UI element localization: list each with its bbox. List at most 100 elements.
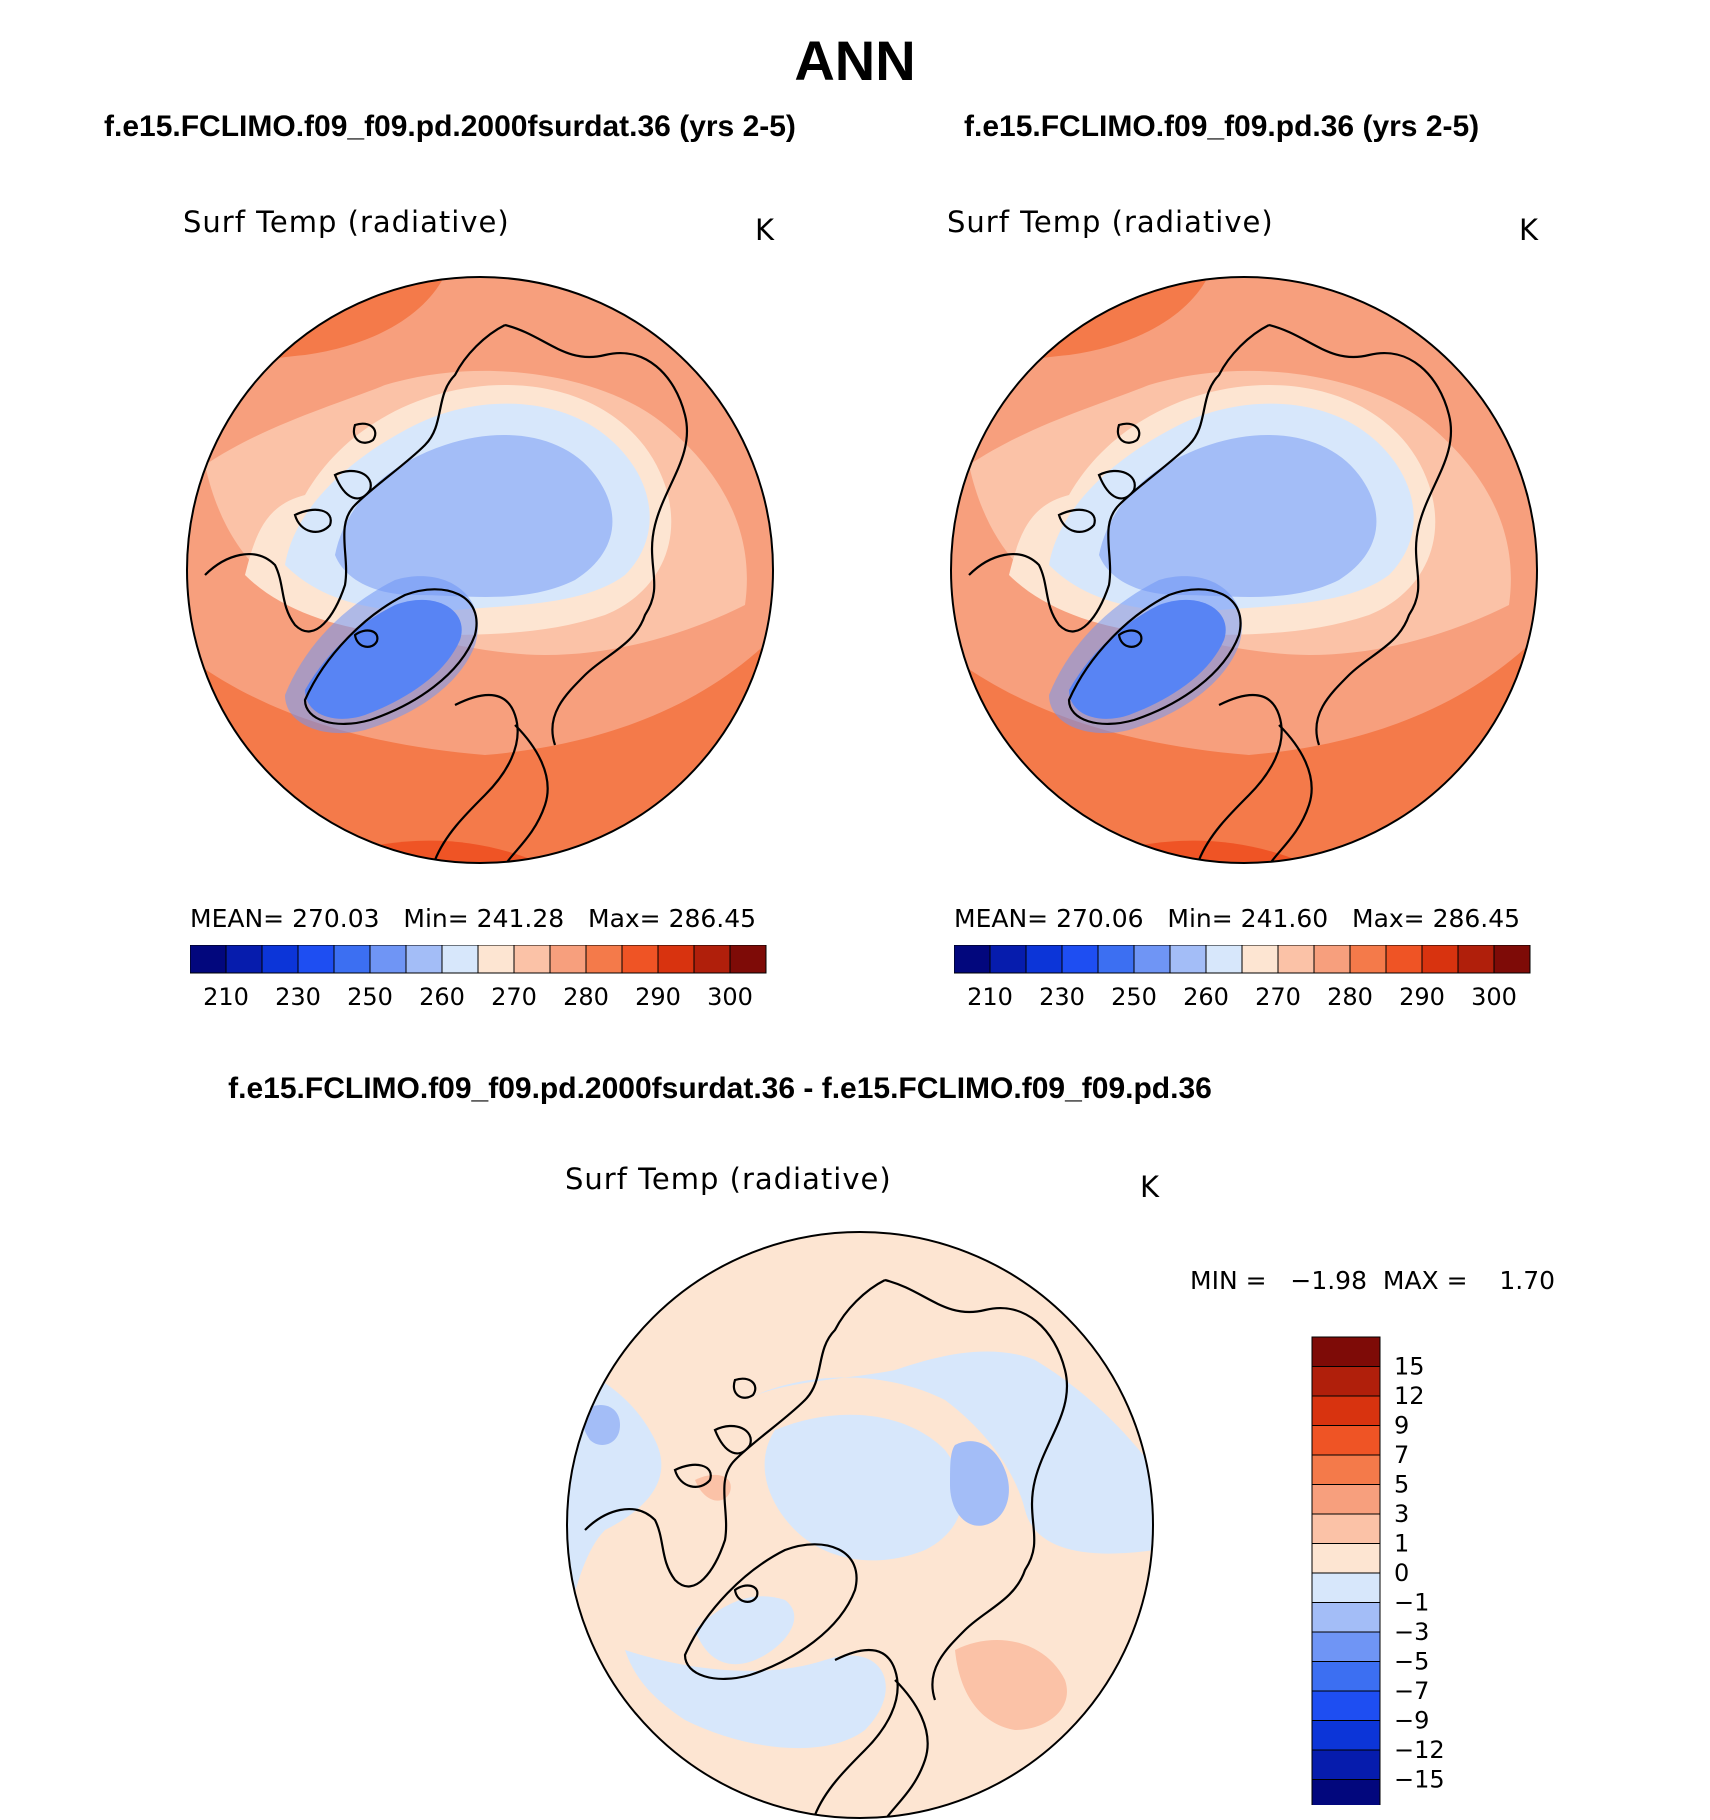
panel-1-colorbar-cell-5 xyxy=(369,945,407,974)
diff-colorbar-label: 9 xyxy=(1394,1412,1409,1440)
coastline-iceland xyxy=(1117,629,1143,648)
panel-2-colorbar-tick-label: 300 xyxy=(1471,983,1517,1011)
diff-colorbar-label: −1 xyxy=(1394,1589,1429,1617)
diff-colorbar-label: 1 xyxy=(1394,1530,1409,1558)
panel-1-min-label: Min= xyxy=(403,904,469,933)
panel-1-map xyxy=(186,276,774,864)
map-fill-arctic xyxy=(1099,435,1377,597)
panel-1-colorbar-cell-14 xyxy=(693,945,731,974)
panel-2-colorbar-cell-8 xyxy=(1241,945,1279,974)
diff-colorbar-cell-7 xyxy=(1311,1543,1381,1574)
panel-2-min-value: 241.60 xyxy=(1240,904,1329,933)
panel-2-colorbar-cell-3 xyxy=(1061,945,1099,974)
map-fill-negative-greenland xyxy=(695,1596,795,1665)
diff-colorbar-cell-15 xyxy=(1311,1779,1381,1805)
panel-2-map xyxy=(950,276,1538,864)
panel-2-colorbar-cell-4 xyxy=(1097,945,1135,974)
diff-colorbar-cell-5 xyxy=(1311,1484,1381,1515)
panel-1-colorbar-tick-label: 270 xyxy=(491,983,537,1011)
coastline-greenland xyxy=(303,588,478,725)
panel-1-colorbar-cell-0 xyxy=(190,945,227,974)
panel-2-colorbar-cell-15 xyxy=(1493,945,1531,974)
diff-colorbar-label: −9 xyxy=(1394,1707,1429,1735)
panel-2-colorbar-tick-label: 280 xyxy=(1327,983,1373,1011)
panel-1-max-value: 286.45 xyxy=(668,904,757,933)
panel-1-colorbar-tick-label: 250 xyxy=(347,983,393,1011)
coastline-scandinavia xyxy=(433,693,519,861)
panel-2-colorbar-tick-label: 270 xyxy=(1255,983,1301,1011)
panel-2-case-title: f.e15.FCLIMO.f09_f09.pd.36 (yrs 2-5) xyxy=(964,110,1480,143)
diff-colorbar-label: 5 xyxy=(1394,1471,1409,1499)
map-border xyxy=(186,276,774,864)
panel-1-colorbar-cell-9 xyxy=(513,945,551,974)
panel-2-stats: MEAN= 270.06 Min= 241.60 Max= 286.45 xyxy=(954,904,1520,933)
coastline-eurasia-north xyxy=(884,1278,1069,1701)
panel-2-colorbar-cell-1 xyxy=(989,945,1027,974)
panel-1-stats: MEAN= 270.03 Min= 241.28 Max= 286.45 xyxy=(190,904,756,933)
panel-1-colorbar-cell-1 xyxy=(225,945,263,974)
coastline-iceland xyxy=(353,629,379,648)
panel-1-colorbar-cell-11 xyxy=(585,945,623,974)
panel-1-mean-value: 270.03 xyxy=(292,904,380,933)
panel-2-min-label: Min= xyxy=(1167,904,1233,933)
panel-1-colorbar-tick-label: 280 xyxy=(563,983,609,1011)
diff-units-label: K xyxy=(1140,1170,1161,1204)
diff-colorbar-cell-8 xyxy=(1311,1572,1381,1603)
panel-2-max-value: 286.45 xyxy=(1432,904,1521,933)
panel-2-colorbar-cell-7 xyxy=(1205,945,1243,974)
panel-1-colorbar-tick-label: 300 xyxy=(707,983,753,1011)
diff-colorbar-cell-4 xyxy=(1311,1454,1381,1485)
map-fill-greenland-rim xyxy=(1049,576,1242,734)
panel-1-colorbar-cell-6 xyxy=(405,945,443,974)
map-fill-negative-strong-siberia xyxy=(950,1441,1009,1526)
coastline-canadian-archipelago xyxy=(673,1377,757,1488)
diff-colorbar-cell-10 xyxy=(1311,1631,1381,1662)
map-fill-positive-europe xyxy=(955,1640,1067,1730)
coastline-greenland xyxy=(1067,588,1242,725)
diff-colorbar-label: 12 xyxy=(1394,1382,1425,1410)
diff-colorbar-cell-9 xyxy=(1311,1602,1381,1633)
panel-2-colorbar-cell-12 xyxy=(1385,945,1423,974)
panel-2-colorbar-tick-label: 290 xyxy=(1399,983,1445,1011)
panel-2-units-label: K xyxy=(1519,213,1540,247)
coastline-canadian-archipelago xyxy=(293,422,377,533)
diff-colorbar-label: −7 xyxy=(1394,1677,1429,1705)
diff-colorbar-cell-13 xyxy=(1311,1720,1381,1751)
map-fill-positive-archipelago xyxy=(695,1474,731,1501)
map-fill-negative-center xyxy=(764,1414,963,1561)
diff-colorbar-label: −5 xyxy=(1394,1648,1429,1676)
panel-1-colorbar: 210 230 250 260 270 280 290 300 xyxy=(190,945,767,1011)
coastline-scandinavia xyxy=(813,1648,899,1816)
diff-case-title: f.e15.FCLIMO.f09_f09.pd.2000fsurdat.36 -… xyxy=(228,1072,1212,1105)
map-fill-arctic xyxy=(335,435,613,597)
diff-colorbar-cell-3 xyxy=(1311,1425,1381,1456)
diff-colorbar-label: −15 xyxy=(1394,1766,1445,1794)
panel-1-colorbar-cell-15 xyxy=(729,945,767,974)
diff-colorbar-cell-12 xyxy=(1311,1690,1381,1721)
panel-2-colorbar-cell-14 xyxy=(1457,945,1495,974)
diff-colorbar-cell-6 xyxy=(1311,1513,1381,1544)
panel-2-colorbar-tick-label: 260 xyxy=(1183,983,1229,1011)
map-fill-negative-strong-northwest xyxy=(582,1405,620,1445)
panel-2-colorbar: 210 230 250 260 270 280 290 300 xyxy=(954,945,1531,1011)
panel-1-colorbar-cell-4 xyxy=(333,945,371,974)
map-fill-greenland-rim xyxy=(285,576,478,734)
panel-2-colorbar-cell-10 xyxy=(1313,945,1351,974)
panel-1-max-label: Max= xyxy=(588,904,661,933)
coastline-europe xyxy=(504,724,549,863)
diff-colorbar-label: 7 xyxy=(1394,1441,1409,1469)
panel-1-colorbar-cell-10 xyxy=(549,945,587,974)
diff-minmax-text: MIN = −1.98 MAX = 1.70 xyxy=(1190,1266,1556,1295)
panel-2-mean-value: 270.06 xyxy=(1056,904,1144,933)
diff-colorbar-cell-11 xyxy=(1311,1661,1381,1692)
coastline-iceland xyxy=(733,1584,759,1603)
diff-map xyxy=(566,1231,1154,1819)
panel-2-colorbar-cell-0 xyxy=(954,945,991,974)
diff-colorbar-cell-0 xyxy=(1311,1336,1381,1367)
panel-2-colorbar-tick-label: 250 xyxy=(1111,983,1157,1011)
panel-1-colorbar-cell-8 xyxy=(477,945,515,974)
diff-colorbar-cell-14 xyxy=(1311,1749,1381,1780)
panel-1-variable-label: Surf Temp (radiative) xyxy=(183,205,510,239)
map-fill-subtropics-lower xyxy=(951,635,1537,863)
